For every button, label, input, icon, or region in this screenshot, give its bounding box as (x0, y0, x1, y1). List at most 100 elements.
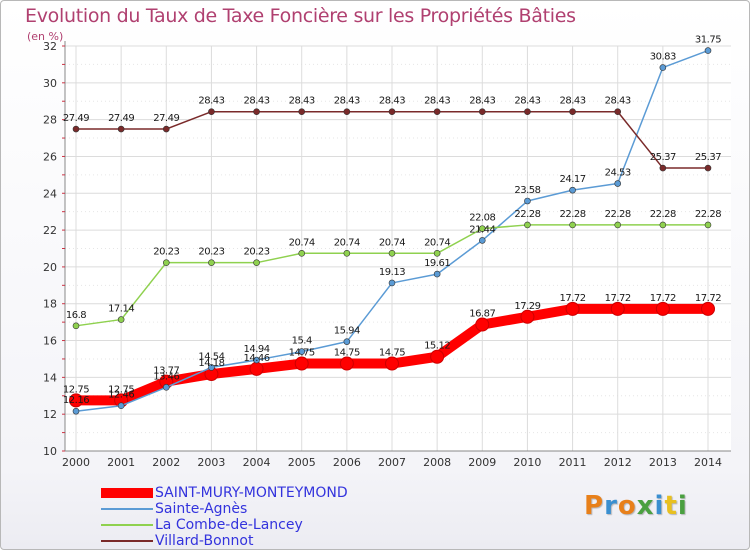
series-point-0 (565, 301, 580, 316)
logo-letter: o (617, 491, 637, 521)
series-point-2 (388, 249, 396, 257)
series-point-2 (298, 249, 306, 257)
data-label: 28.43 (469, 96, 495, 107)
logo-letter: i (677, 491, 688, 521)
data-label: 12.46 (108, 390, 134, 401)
data-label: 28.43 (514, 96, 540, 107)
series-point-1 (298, 348, 306, 355)
series-point-1 (343, 338, 351, 345)
data-label: 24.53 (605, 168, 631, 179)
data-label: 20.74 (289, 237, 315, 248)
data-label: 13.77 (153, 366, 179, 377)
y-tick-label: 18 (43, 298, 57, 311)
series-point-1 (253, 356, 260, 364)
x-tick-label: 2005 (288, 456, 316, 469)
series-point-0 (294, 356, 309, 371)
data-label: 20.23 (244, 247, 270, 258)
data-label: 27.49 (63, 113, 89, 124)
logo-letter: i (654, 491, 665, 521)
series-point-1 (614, 180, 622, 187)
data-label: 19.61 (424, 258, 450, 269)
logo-letter: t (664, 491, 678, 521)
series-point-2 (253, 259, 260, 266)
series-point-0 (655, 301, 670, 316)
data-label: 16.87 (469, 309, 495, 320)
data-label: 17.72 (560, 293, 586, 304)
data-label: 13.46 (153, 371, 179, 382)
unit-label: (en %) (27, 30, 64, 43)
series-point-1 (162, 384, 170, 391)
series-point-0 (701, 301, 715, 316)
x-tick-label: 2006 (333, 456, 361, 469)
data-label: 17.14 (108, 304, 134, 315)
data-label: 20.23 (153, 247, 179, 258)
data-label: 17.29 (514, 301, 540, 312)
series-point-2 (614, 221, 622, 229)
x-tick-label: 2002 (152, 456, 180, 469)
data-label: 22.08 (469, 213, 495, 224)
data-label: 12.75 (108, 384, 134, 395)
series-point-0 (610, 301, 625, 316)
data-label: 28.43 (289, 96, 315, 107)
series-point-0 (520, 309, 535, 324)
x-tick-label: 2012 (604, 456, 632, 469)
y-tick-label: 10 (43, 445, 57, 458)
series-point-2 (478, 225, 486, 232)
data-label: 22.28 (605, 209, 631, 220)
data-label: 20.74 (379, 237, 405, 248)
legend-swatch (101, 540, 153, 542)
series-point-3 (569, 108, 576, 116)
series-point-2 (208, 259, 215, 266)
series-point-3 (208, 108, 215, 116)
data-label: 15.94 (334, 326, 360, 337)
series-point-3 (704, 164, 712, 172)
x-tick-label: 2001 (107, 456, 135, 469)
legend-label: SAINT-MURY-MONTEYMOND (155, 485, 348, 501)
data-label: 25.37 (650, 152, 676, 163)
data-label: 22.28 (560, 209, 586, 220)
series-point-2 (117, 316, 125, 323)
series-point-2 (72, 322, 80, 330)
y-tick-label: 32 (43, 40, 57, 53)
data-label: 17.72 (650, 293, 676, 304)
data-label: 20.23 (198, 247, 224, 258)
data-label: 14.18 (198, 358, 224, 369)
data-label: 28.43 (605, 96, 631, 107)
legend-swatch (101, 488, 153, 498)
data-label: 12.16 (63, 395, 89, 406)
series-point-2 (343, 249, 351, 257)
chart-title: Evolution du Taux de Taxe Foncière sur l… (25, 5, 576, 27)
series-point-3 (659, 164, 667, 172)
series-point-1 (569, 186, 576, 194)
data-label: 25.37 (695, 152, 721, 163)
y-tick-label: 16 (43, 335, 57, 348)
y-tick-label: 30 (43, 77, 57, 90)
series-point-3 (478, 108, 486, 116)
data-label: 14.75 (289, 348, 315, 359)
data-label: 20.74 (424, 237, 450, 248)
data-label: 23.58 (514, 185, 540, 196)
data-label: 31.75 (695, 35, 721, 46)
data-label: 28.43 (244, 96, 270, 107)
x-tick-label: 2010 (513, 456, 541, 469)
x-tick-label: 2009 (468, 456, 496, 469)
series-point-2 (433, 249, 441, 257)
x-tick-label: 2011 (559, 456, 587, 469)
data-label: 21.44 (469, 224, 495, 235)
series-point-2 (524, 221, 531, 229)
data-label: 14.94 (244, 344, 270, 355)
series-point-1 (208, 364, 215, 371)
series-point-0 (430, 349, 445, 364)
series-point-3 (388, 108, 396, 116)
series-point-3 (72, 125, 80, 133)
data-label: 19.13 (379, 267, 405, 278)
series-point-1 (704, 47, 712, 54)
data-label: 17.72 (695, 293, 721, 304)
data-label: 28.43 (560, 96, 586, 107)
series-point-1 (433, 270, 441, 278)
series-point-3 (253, 108, 260, 116)
x-tick-label: 2008 (423, 456, 451, 469)
data-label: 16.8 (66, 310, 86, 321)
